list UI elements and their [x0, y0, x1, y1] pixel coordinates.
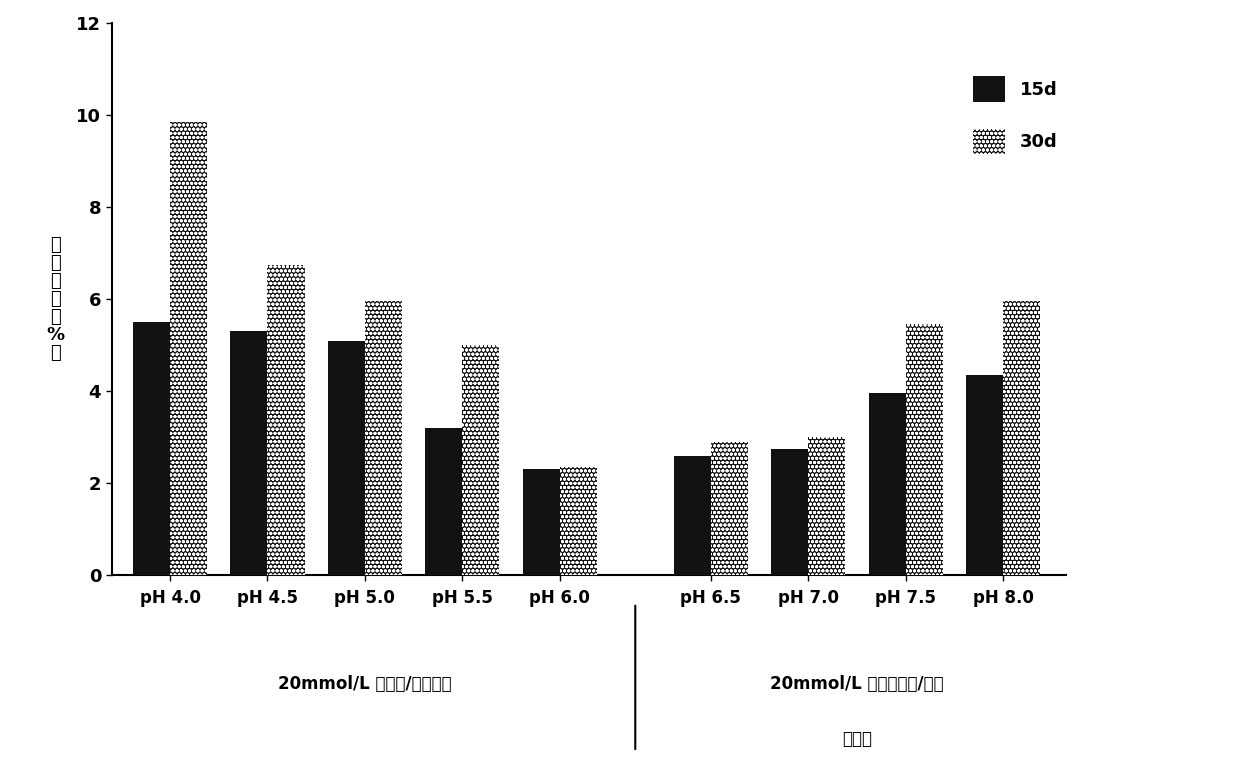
Bar: [463, 345, 500, 575]
Legend: 15d, 30d: 15d, 30d: [972, 76, 1058, 154]
Bar: [905, 324, 942, 575]
Bar: [1003, 301, 1040, 575]
Bar: [711, 442, 748, 575]
Text: 二氢钔: 二氢钔: [842, 730, 872, 748]
Bar: [868, 393, 905, 575]
Bar: [133, 322, 170, 575]
Bar: [966, 375, 1003, 575]
Bar: [771, 449, 808, 575]
Bar: [673, 456, 711, 575]
Y-axis label: 聚
体
含
量
（
%
）: 聚 体 含 量 （ % ）: [46, 236, 64, 362]
Bar: [231, 331, 268, 575]
Bar: [365, 301, 402, 575]
Bar: [523, 469, 559, 575]
Bar: [170, 122, 207, 575]
Bar: [808, 437, 846, 575]
Bar: [559, 467, 596, 575]
Bar: [327, 341, 365, 575]
Bar: [425, 428, 463, 575]
Text: 20mmol/L 柠檬酸/柠檬酸钔: 20mmol/L 柠檬酸/柠檬酸钔: [278, 675, 451, 693]
Text: 20mmol/L 磷酸氢二钔/磷酸: 20mmol/L 磷酸氢二钔/磷酸: [770, 675, 944, 693]
Bar: [268, 265, 305, 575]
